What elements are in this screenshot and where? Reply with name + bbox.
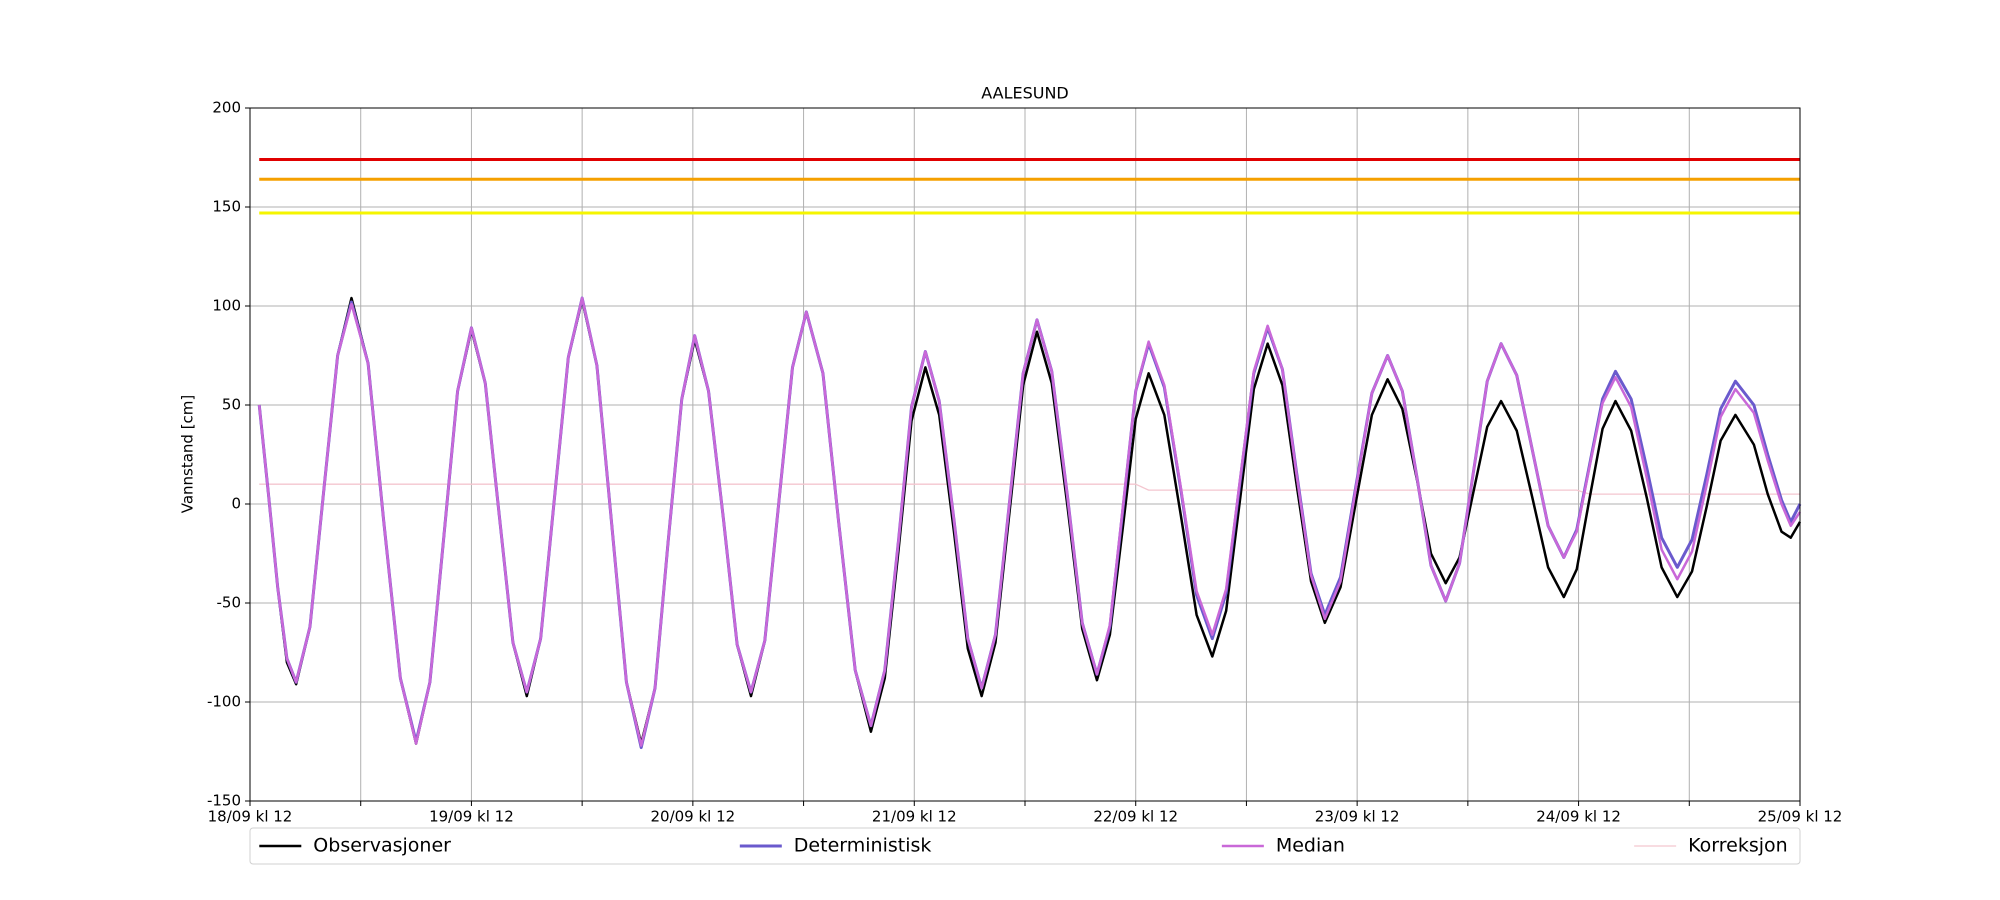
series-line bbox=[257, 296, 1802, 747]
x-tick-label: 23/09 kl 12 bbox=[1315, 808, 1400, 826]
x-tick-label: 20/09 kl 12 bbox=[650, 808, 735, 826]
x-tick-label: 25/09 kl 12 bbox=[1758, 808, 1843, 826]
y-tick-label: 50 bbox=[222, 396, 241, 414]
y-tick-label: 150 bbox=[212, 198, 241, 216]
legend-label: Korreksjon bbox=[1688, 835, 1788, 857]
y-tick-label: 200 bbox=[212, 99, 241, 117]
x-tick-label: 21/09 kl 12 bbox=[872, 808, 957, 826]
y-tick-label: -50 bbox=[217, 594, 242, 612]
y-tick-label: 100 bbox=[212, 297, 241, 315]
x-tick-label: 22/09 kl 12 bbox=[1093, 808, 1178, 826]
legend-label: Deterministisk bbox=[794, 835, 932, 857]
legend-label: Observasjoner bbox=[313, 835, 451, 857]
y-tick-label: -100 bbox=[207, 693, 241, 711]
y-tick-label: -150 bbox=[207, 792, 241, 810]
x-tick-label: 19/09 kl 12 bbox=[429, 808, 514, 826]
x-tick-label: 18/09 kl 12 bbox=[208, 808, 293, 826]
x-tick-label: 24/09 kl 12 bbox=[1536, 808, 1621, 826]
series-line bbox=[257, 296, 1802, 745]
series-line bbox=[259, 483, 1800, 495]
legend-box bbox=[249, 827, 1801, 865]
y-axis-label: Vannstand [cm] bbox=[179, 395, 197, 514]
plot-frame bbox=[249, 107, 1801, 802]
legend-label: Median bbox=[1276, 835, 1345, 857]
y-tick-label: 0 bbox=[231, 495, 241, 513]
series-line bbox=[257, 296, 1802, 750]
chart-title: AALESUND bbox=[981, 84, 1069, 103]
